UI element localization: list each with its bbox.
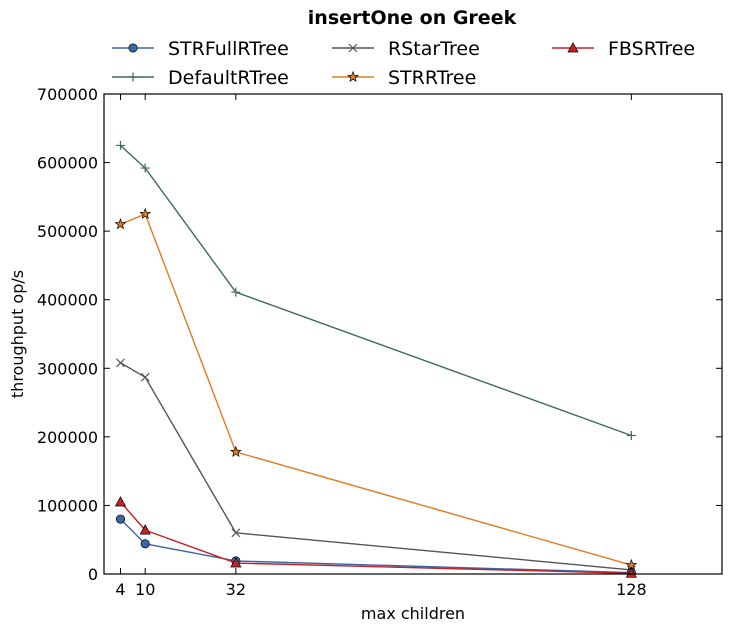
y-tick-label: 600000	[37, 154, 98, 173]
legend-marker	[567, 42, 579, 53]
data-point	[626, 430, 636, 440]
series-line	[120, 362, 632, 571]
data-point	[140, 372, 150, 382]
data-point	[140, 539, 150, 549]
legend: STRFullRTree DefaultRTree RStarTree STRRTre…	[112, 38, 695, 89]
data-point	[140, 163, 150, 173]
series-fbsrtree	[114, 496, 637, 578]
series-strrtree	[114, 207, 638, 571]
series-line	[120, 213, 632, 566]
series-defaultrtree	[115, 140, 636, 440]
series-line	[120, 144, 632, 437]
y-tick-label: 300000	[37, 359, 98, 378]
data-point	[230, 557, 242, 568]
x-tick-label: 4	[115, 580, 125, 599]
data-point	[116, 358, 125, 368]
series-rstartree	[116, 358, 636, 575]
data-point	[115, 140, 125, 150]
data-point	[139, 524, 151, 535]
legend-item-fbsrtree: FBSRTree	[552, 38, 695, 60]
data-point	[115, 514, 126, 524]
legend-label: STRFullRTree	[168, 38, 289, 60]
legend-item-rstartree: RStarTree	[332, 38, 480, 60]
data-point	[114, 218, 127, 230]
series-line	[119, 518, 632, 574]
y-tick-label: 100000	[37, 496, 98, 515]
y-axis-label: throughput op/s	[8, 270, 27, 398]
legend-item-defaultrtree: DefaultRTree	[112, 67, 289, 89]
legend-marker	[348, 43, 358, 53]
plot-series	[114, 140, 638, 578]
x-axis-label: max children	[361, 604, 465, 623]
chart-title: insertOne on Greek	[308, 7, 517, 29]
x-tick-label: 10	[135, 580, 155, 599]
data-point	[229, 445, 242, 457]
legend-label: STRRTree	[388, 67, 476, 89]
x-tick-label: 128	[616, 580, 647, 599]
y-axis: 0 100000 200000 300000 400000 500000 600000 700…	[37, 85, 722, 584]
data-point	[625, 567, 637, 578]
legend-label: RStarTree	[388, 38, 480, 60]
y-tick-label: 0	[88, 565, 98, 584]
data-point	[231, 287, 241, 297]
legend-marker	[128, 72, 138, 82]
legend-item-strrtree: STRRTree	[332, 67, 476, 89]
y-tick-label: 400000	[37, 291, 98, 310]
plot-frame	[103, 93, 723, 575]
legend-marker	[128, 43, 138, 53]
x-axis: 4 10 32 128	[115, 94, 647, 599]
series-line	[119, 501, 632, 575]
data-point	[114, 496, 127, 507]
data-point	[139, 207, 152, 220]
x-tick-label: 32	[226, 580, 246, 599]
y-tick-label: 700000	[37, 85, 98, 104]
legend-label: DefaultRTree	[168, 67, 289, 89]
data-point	[625, 558, 638, 571]
data-point	[231, 528, 241, 538]
legend-label: FBSRTree	[608, 38, 695, 60]
legend-item-strfullrtree: STRFullRTree	[112, 38, 289, 60]
y-tick-label: 200000	[37, 428, 98, 447]
legend-marker	[347, 70, 359, 83]
y-tick-label: 500000	[37, 222, 98, 241]
